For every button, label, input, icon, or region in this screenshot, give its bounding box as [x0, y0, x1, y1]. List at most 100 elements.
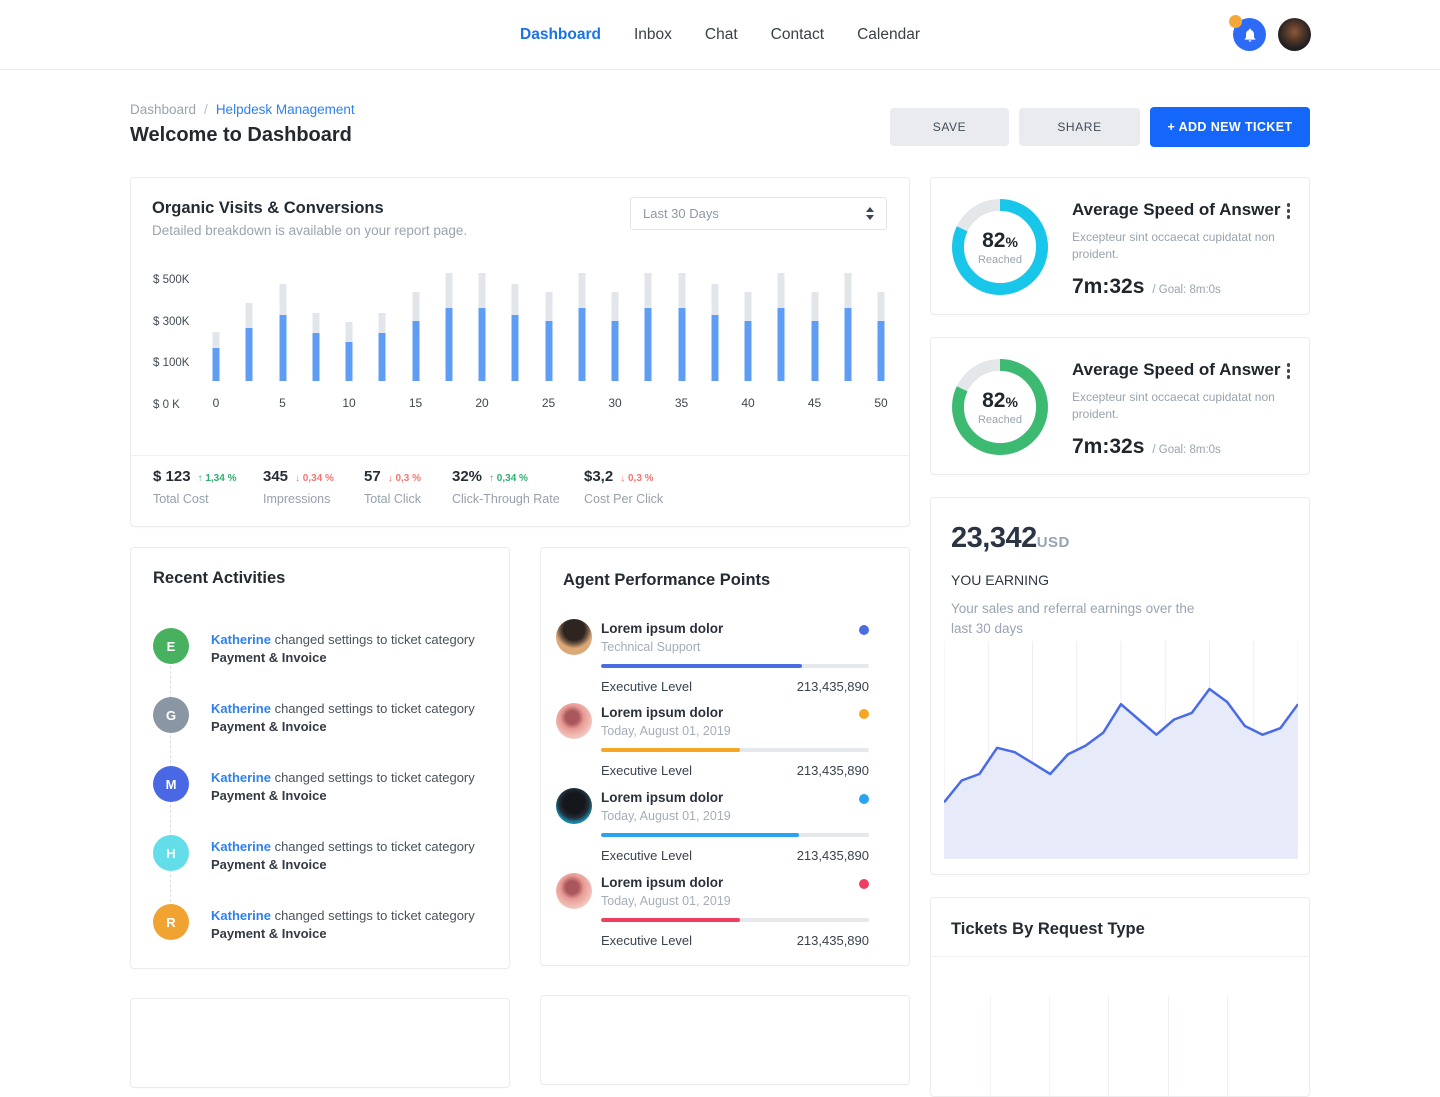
kebab-icon[interactable]	[1284, 200, 1294, 222]
earnings-desc: Your sales and referral earnings over th…	[951, 601, 1195, 636]
date-range-value: Last 30 Days	[643, 206, 719, 221]
donut-reached-label: Reached	[977, 253, 1023, 266]
notifications-button[interactable]	[1229, 15, 1266, 51]
date-range-select[interactable]: Last 30 Days	[630, 197, 887, 230]
donut-chart: 82% Reached	[947, 354, 1053, 460]
status-dot	[859, 709, 869, 719]
activity-user[interactable]: Katherine	[211, 701, 271, 716]
organic-card-subtitle: Detailed breakdown is available on your …	[152, 223, 468, 238]
breadcrumb: Dashboard / Helpdesk Management	[130, 102, 355, 117]
agent-avatar	[556, 788, 592, 824]
stat-change: ↑ 0,34 %	[489, 473, 528, 484]
breadcrumb-root[interactable]: Dashboard	[130, 102, 197, 117]
activity-user[interactable]: Katherine	[211, 770, 271, 785]
activity-text: Katherine changed settings to ticket cat…	[211, 908, 475, 923]
x-tick: 45	[807, 396, 822, 410]
stat-label: Impressions	[263, 492, 331, 506]
earnings-amount: 23,342USD	[951, 522, 1070, 554]
recent-activities-title: Recent Activities	[153, 569, 286, 587]
agent-level-label: Executive Level	[601, 763, 693, 778]
page: { "nav": { "items": [ { "label": "Dashbo…	[0, 15, 1440, 1097]
bar-conversions	[777, 308, 785, 381]
bar-conversions	[378, 333, 386, 381]
activity-avatar: G	[153, 697, 189, 733]
stat-label: Cost Per Click	[584, 492, 664, 506]
agent-performance-card: Agent Performance Points Lorem ipsum dol…	[540, 547, 910, 966]
activity-user[interactable]: Katherine	[211, 632, 271, 647]
activity-avatar: R	[153, 904, 189, 940]
speed-card-desc: Excepteur sint occaecat cupidatat non pr…	[1072, 230, 1275, 262]
y-tick: $ 500K	[153, 274, 190, 286]
organic-card-title: Organic Visits & Conversions	[152, 199, 384, 217]
user-avatar[interactable]	[1278, 18, 1311, 51]
recent-activity-item: H Katherine changed settings to ticket ca…	[153, 835, 491, 872]
stat-change: ↓ 0,34 %	[295, 473, 334, 484]
activity-text: Katherine changed settings to ticket cat…	[211, 839, 475, 854]
avg-speed-card-1: 82% Reached Average Speed of Answer Exce…	[930, 177, 1310, 315]
stat-value: $ 123	[153, 468, 191, 485]
bar-conversions	[412, 320, 419, 381]
donut-label: 82% Reached	[977, 228, 1023, 266]
x-tick: 0	[212, 396, 220, 410]
agent-name: Lorem ipsum dolor	[601, 705, 724, 720]
breadcrumb-current[interactable]: Helpdesk Management	[215, 102, 355, 117]
stats-divider	[131, 455, 909, 456]
bar-conversions	[312, 333, 320, 381]
agent-subtitle: Today, August 01, 2019	[601, 724, 731, 738]
y-tick: $ 300K	[153, 316, 190, 328]
save-button[interactable]: SAVE	[890, 108, 1009, 146]
stat-value: 345	[263, 468, 289, 485]
bottom-middle-card	[540, 995, 910, 1085]
up-down-spinner-icon	[866, 207, 874, 220]
nav-item-calendar[interactable]: Calendar	[857, 26, 920, 43]
agent-avatar	[556, 873, 592, 909]
agent-level-label: Executive Level	[601, 848, 693, 863]
breadcrumb-separator: /	[204, 102, 208, 117]
agent-avatar	[556, 619, 592, 655]
donut-chart: 82% Reached	[947, 194, 1053, 300]
earnings-label: YOU EARNING	[951, 572, 1050, 588]
recent-activity-item: G Katherine changed settings to ticket ca…	[153, 697, 491, 734]
agent-level-label: Executive Level	[601, 933, 693, 948]
bar-chart	[212, 271, 885, 381]
share-button[interactable]: SHARE	[1019, 108, 1140, 146]
stat-cost-per-click: $3,2 ↓ 0,3 % Cost Per Click	[584, 468, 663, 506]
agent-subtitle: Technical Support	[601, 640, 701, 654]
agent-name: Lorem ipsum dolor	[601, 875, 724, 890]
tickets-divider	[931, 956, 1309, 957]
activity-category: Payment & Invoice	[211, 857, 327, 872]
activity-user[interactable]: Katherine	[211, 839, 271, 854]
bar-conversions	[511, 315, 519, 381]
speed-card-title: Average Speed of Answer	[1072, 200, 1281, 219]
donut-percent: 82	[982, 228, 1006, 252]
agent-avatar	[556, 703, 592, 739]
nav-item-chat[interactable]: Chat	[704, 26, 738, 43]
speed-card-desc: Excepteur sint occaecat cupidatat non pr…	[1072, 390, 1275, 422]
y-tick: $ 100K	[153, 357, 190, 369]
nav-item-dashboard[interactable]: Dashboard	[520, 26, 601, 43]
earnings-currency: USD	[1036, 534, 1070, 551]
kebab-icon[interactable]	[1284, 360, 1294, 382]
agent-name: Lorem ipsum dolor	[601, 621, 724, 636]
nav-item-contact[interactable]: Contact	[770, 26, 825, 43]
bar-chart-x-axis: 0 5 10 15 20 25 30 35 40 45 50	[212, 396, 888, 410]
status-dot	[859, 794, 869, 804]
stat-label: Total Cost	[153, 492, 209, 506]
recent-activity-item: M Katherine changed settings to ticket ca…	[153, 766, 491, 803]
stat-change: ↓ 0,3 %	[620, 473, 654, 484]
speed-card-title: Average Speed of Answer	[1072, 360, 1281, 379]
bar-conversions	[744, 320, 752, 381]
agent-performance-title: Agent Performance Points	[563, 571, 771, 589]
activity-avatar: E	[153, 628, 189, 664]
stat-impressions: 345 ↓ 0,34 % Impressions	[263, 468, 334, 506]
activity-category: Payment & Invoice	[211, 926, 327, 941]
bar-conversions	[877, 320, 885, 381]
nav-item-inbox[interactable]: Inbox	[633, 26, 672, 43]
tickets-card-title: Tickets By Request Type	[951, 920, 1145, 938]
agent-points: 213,435,890	[796, 933, 869, 948]
add-new-ticket-button[interactable]: + ADD NEW TICKET	[1150, 107, 1310, 147]
bar-conversions	[844, 308, 852, 381]
activity-user[interactable]: Katherine	[211, 908, 271, 923]
donut-label: 82% Reached	[977, 388, 1023, 426]
agent-subtitle: Today, August 01, 2019	[601, 809, 731, 823]
